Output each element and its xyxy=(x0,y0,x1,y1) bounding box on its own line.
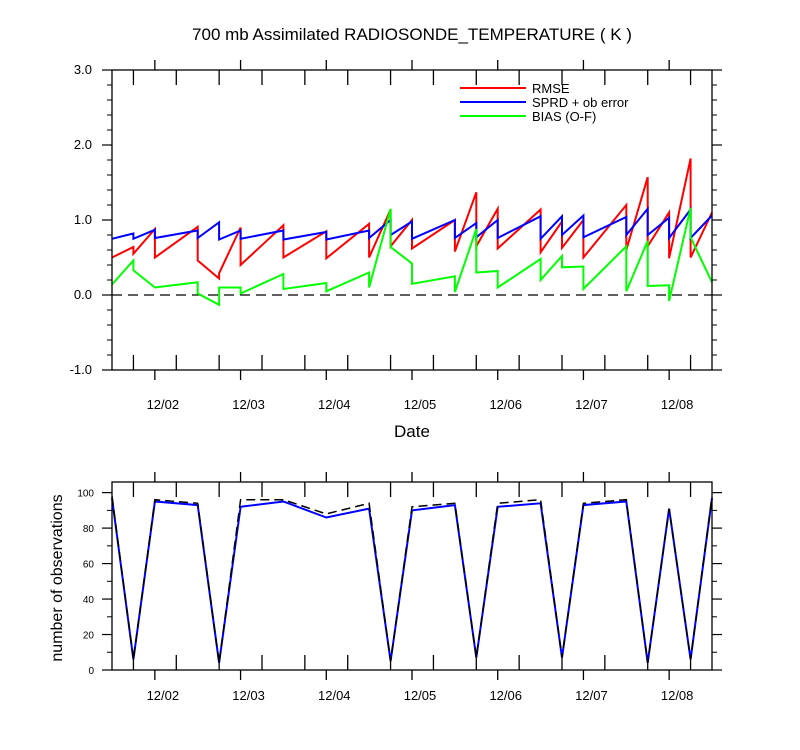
top-x-tick-label: 12/07 xyxy=(575,397,608,412)
bottom-panel: 0 20 40 60 80 100 12/02 12/03 12/04 12/05 12/06 12/… xyxy=(49,472,722,703)
top-axis-ticks: -1.0 0.0 1.0 2.0 3.0 12/02 12/03 12/04 12/05 12/0… xyxy=(70,60,722,412)
top-x-tick-label: 12/02 xyxy=(147,397,180,412)
top-y-tick-label: 2.0 xyxy=(74,137,92,152)
bottom-x-tick-label: 12/07 xyxy=(575,688,608,703)
top-series-sprd-ob-error xyxy=(111,205,713,242)
top-x-tick-label: 12/06 xyxy=(489,397,522,412)
bottom-y-tick-label: 20 xyxy=(83,631,95,642)
bottom-series-group xyxy=(111,496,713,664)
top-x-tick-label: 12/04 xyxy=(318,397,351,412)
top-panel: 700 mb Assimilated RADIOSONDE_TEMPERATUR… xyxy=(70,25,722,441)
top-series-group xyxy=(111,158,713,307)
bottom-y-tick-label: 60 xyxy=(83,560,95,571)
legend-label-0: RMSE xyxy=(532,81,570,96)
bottom-y-axis-label: number of observations xyxy=(49,494,66,661)
top-x-axis-label: Date xyxy=(394,422,430,441)
bottom-series-possible xyxy=(111,496,713,664)
top-chart-title: 700 mb Assimilated RADIOSONDE_TEMPERATUR… xyxy=(192,25,632,44)
bottom-y-tick-label: 40 xyxy=(83,595,95,606)
bottom-x-tick-label: 12/02 xyxy=(147,688,180,703)
bottom-axis-ticks: 0 20 40 60 80 100 12/02 12/03 12/04 12/05 12/06 12/… xyxy=(77,472,722,703)
top-y-tick-label: 3.0 xyxy=(74,62,92,77)
bottom-y-tick-label: 100 xyxy=(77,489,94,500)
bottom-series-used xyxy=(111,497,713,664)
bottom-x-tick-label: 12/05 xyxy=(404,688,437,703)
top-x-tick-label: 12/03 xyxy=(232,397,265,412)
bottom-x-tick-label: 12/06 xyxy=(489,688,522,703)
bottom-y-tick-label: 0 xyxy=(88,666,94,677)
top-x-tick-label: 12/05 xyxy=(404,397,437,412)
top-y-tick-label: 1.0 xyxy=(74,212,92,227)
top-y-tick-label: 0.0 xyxy=(74,287,92,302)
top-y-tick-label: -1.0 xyxy=(70,362,92,377)
bottom-x-tick-label: 12/08 xyxy=(661,688,694,703)
legend-label-2: BIAS (O-F) xyxy=(532,109,596,124)
top-series-bias-o-f xyxy=(111,207,713,307)
top-series-rmse xyxy=(111,158,713,281)
bottom-x-tick-label: 12/03 xyxy=(232,688,265,703)
bottom-x-tick-label: 12/04 xyxy=(318,688,351,703)
legend-label-1: SPRD + ob error xyxy=(532,95,629,110)
bottom-y-tick-label: 80 xyxy=(83,524,95,535)
top-x-tick-label: 12/08 xyxy=(661,397,694,412)
